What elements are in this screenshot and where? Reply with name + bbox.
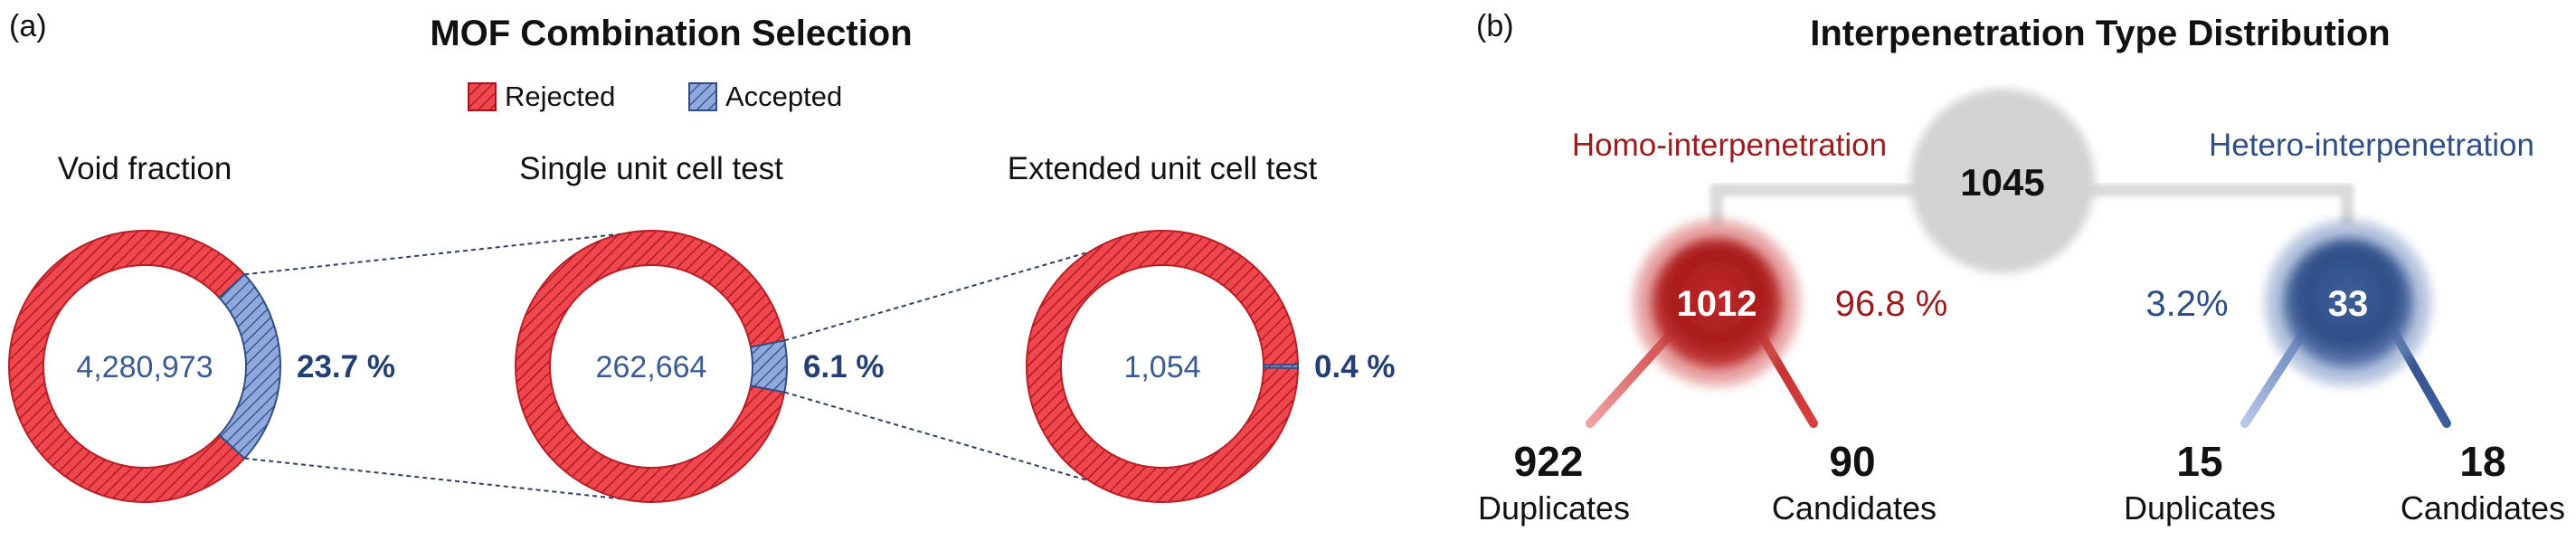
homo-percent: 96.8 %	[1835, 284, 1948, 324]
extended-unit-cell-donut: Extended unit cell test 1,054 0.4 %	[1008, 151, 1396, 503]
hetero-percent: 3.2%	[2145, 284, 2228, 324]
extended-unit-cell-center-value: 1,054	[1123, 350, 1200, 384]
homo-duplicates-value: 922	[1514, 438, 1584, 485]
void-fraction-title: Void fraction	[58, 151, 232, 186]
void-fraction-center-value: 4,280,973	[76, 350, 213, 384]
panel-a-title: MOF Combination Selection	[430, 14, 912, 53]
void-fraction-accepted-slice	[217, 272, 281, 460]
hetero-duplicates-value: 15	[2176, 438, 2222, 485]
legend-accepted-swatch	[688, 82, 717, 111]
zoom-connector-1-bottom	[244, 457, 652, 503]
extended-unit-cell-rejected-slice	[1026, 230, 1300, 503]
single-unit-cell-accepted-slice	[749, 339, 788, 394]
hetero-candidates-value: 18	[2459, 438, 2505, 485]
single-unit-cell-center-value: 262,664	[596, 350, 707, 384]
homo-candidates-value: 90	[1829, 438, 1875, 485]
panel-b-label: (b)	[1476, 9, 1514, 43]
single-unit-cell-accepted-label: 6.1 %	[803, 349, 885, 384]
void-fraction-rejected-slice	[8, 230, 246, 503]
total-value: 1045	[1960, 161, 2044, 204]
homo-candidates-label: Candidates	[1772, 489, 1937, 527]
homo-count: 1012	[1677, 284, 1757, 324]
legend-rejected-swatch	[468, 82, 497, 111]
hetero-label: Hetero-interpenetration	[2209, 128, 2534, 163]
legend-rejected-label: Rejected	[505, 81, 615, 112]
hetero-count: 33	[2328, 284, 2369, 324]
extended-unit-cell-title: Extended unit cell test	[1008, 151, 1318, 186]
hetero-duplicates-label: Duplicates	[2124, 489, 2276, 527]
panel-a-label: (a)	[9, 9, 47, 43]
panel-a: (a) MOF Combination Selection Rejected A…	[8, 9, 1396, 503]
panel-b: (b) Interpenetration Type Distribution 1…	[1476, 9, 2565, 527]
legend: Rejected Accepted	[468, 81, 842, 112]
extended-unit-cell-accepted-slice	[1262, 364, 1300, 369]
hetero-node	[2283, 238, 2413, 368]
homo-duplicates-label: Duplicates	[1478, 489, 1630, 527]
panel-b-title: Interpenetration Type Distribution	[1810, 14, 2391, 53]
legend-accepted-label: Accepted	[725, 81, 842, 112]
zoom-connector-1-top	[244, 230, 652, 276]
single-unit-cell-rejected-slice	[515, 230, 786, 503]
extended-unit-cell-accepted-label: 0.4 %	[1314, 349, 1396, 384]
homo-node	[1652, 238, 1782, 368]
void-fraction-donut: Void fraction 4,280,973 23.7 %	[8, 151, 395, 503]
total-node	[1910, 89, 2095, 273]
void-fraction-accepted-label: 23.7 %	[297, 349, 395, 384]
homo-label: Homo-interpenetration	[1572, 128, 1887, 163]
hetero-candidates-label: Candidates	[2401, 489, 2565, 527]
donut-charts: Void fraction 4,280,973 23.7 % Single unit …	[8, 151, 1396, 503]
single-unit-cell-donut: Single unit cell test 262,664 6.1 %	[515, 151, 885, 503]
single-unit-cell-title: Single unit cell test	[519, 151, 783, 186]
